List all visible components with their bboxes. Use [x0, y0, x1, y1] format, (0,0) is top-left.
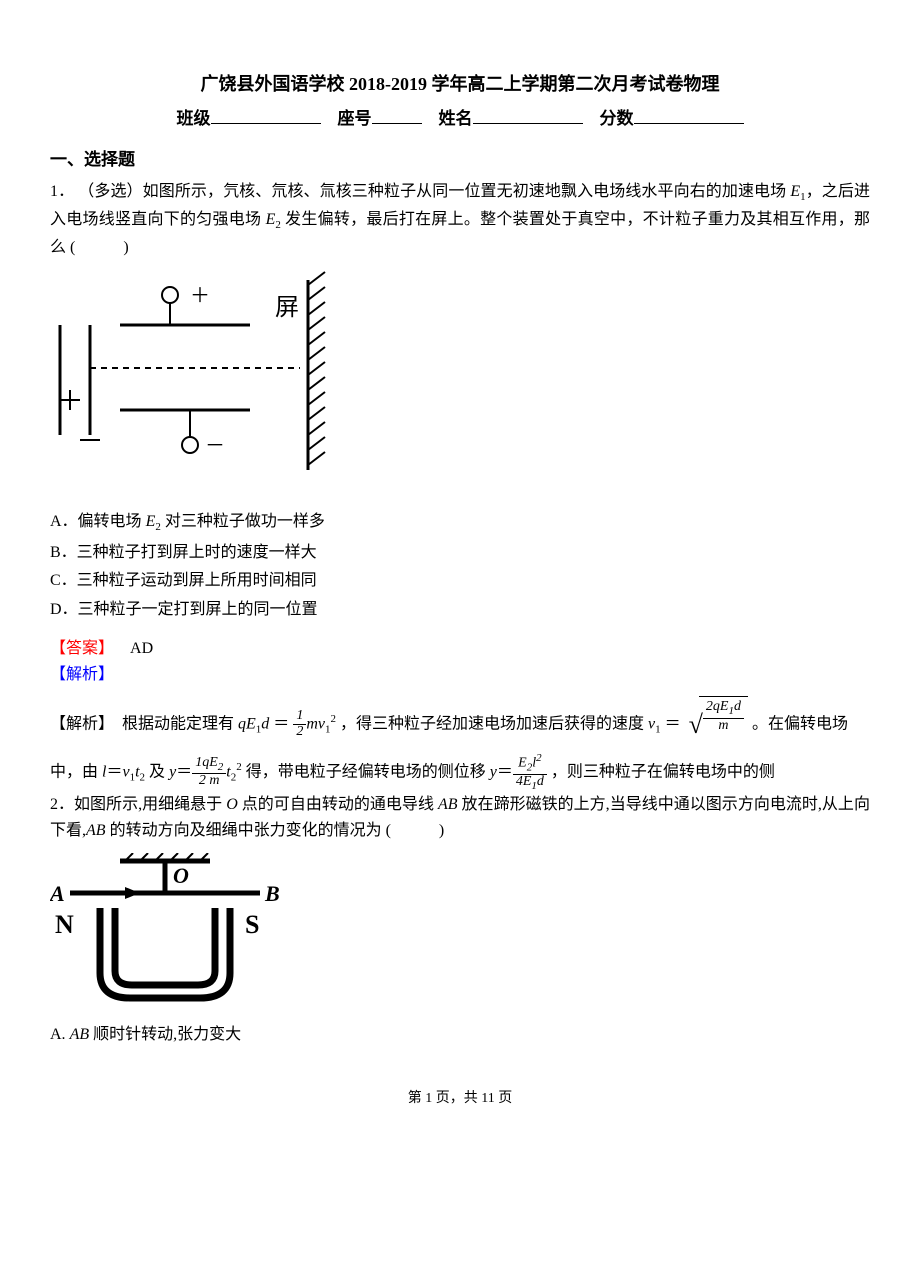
answer-label: 【答案】: [50, 640, 114, 657]
sqrt-expr: √2qE1dm: [689, 696, 748, 753]
label-score: 分数: [600, 109, 634, 128]
label-seat: 座号: [338, 109, 372, 128]
q1-option-a: A．偏转电场 E2 对三种粒子做功一样多: [50, 509, 870, 537]
q2-num: 2．: [50, 796, 74, 813]
q1-text: 1． （多选）如图所示，氕核、氘核、氚核三种粒子从同一位置无初速地飘入电场线水平…: [50, 179, 870, 260]
answer-value: AD: [130, 640, 153, 657]
q2-diagram: O A B N S: [50, 853, 870, 1012]
blank-class[interactable]: [211, 108, 321, 124]
blank-name[interactable]: [473, 108, 583, 124]
screen-label: 屏: [275, 295, 299, 321]
exam-title: 广饶县外国语学校 2018-2019 学年高二上学期第二次月考试卷物理: [50, 70, 870, 99]
page-footer: 第 1 页，共 11 页: [50, 1088, 870, 1110]
blank-seat[interactable]: [372, 108, 422, 124]
q1-diagram: ＋ － 屏: [50, 270, 870, 499]
q1-analysis-label: 【解析】: [50, 662, 870, 688]
blank-score[interactable]: [634, 108, 744, 124]
q2-text: 2．如图所示,用细绳悬于 O 点的可自由转动的通电导线 AB 放在蹄形磁铁的上方…: [50, 792, 870, 843]
label-class: 班级: [177, 109, 211, 128]
label-name: 姓名: [439, 109, 473, 128]
q1-option-d: D．三种粒子一定打到屏上的同一位置: [50, 597, 870, 623]
q1-option-b: B．三种粒子打到屏上时的速度一样大: [50, 540, 870, 566]
plus-top: ＋: [190, 285, 210, 307]
O-label: O: [173, 863, 189, 888]
q1-num: 1．: [50, 183, 74, 200]
frac-half: 12: [293, 709, 306, 739]
q1-analysis: 【解析】 根据动能定理有 qE1d ＝ 12mv12 ，得三种粒子经加速电场加速…: [50, 696, 870, 793]
frac-y1: 1qE22 m: [192, 756, 226, 789]
info-line: 班级 座号 姓名 分数: [50, 105, 870, 132]
N-label: N: [55, 910, 74, 939]
A-label: A: [50, 881, 65, 906]
minus-bottom: －: [205, 435, 225, 457]
B-label: B: [264, 881, 280, 906]
q2-option-a: A. AB 顺时针转动,张力变大: [50, 1022, 870, 1048]
frac-y2: E2l24E1d: [513, 753, 547, 792]
S-label: S: [245, 910, 259, 939]
section-heading: 一、选择题: [50, 146, 870, 173]
q1-answer: 【答案】 AD: [50, 636, 870, 662]
q1-option-c: C．三种粒子运动到屏上所用时间相同: [50, 568, 870, 594]
